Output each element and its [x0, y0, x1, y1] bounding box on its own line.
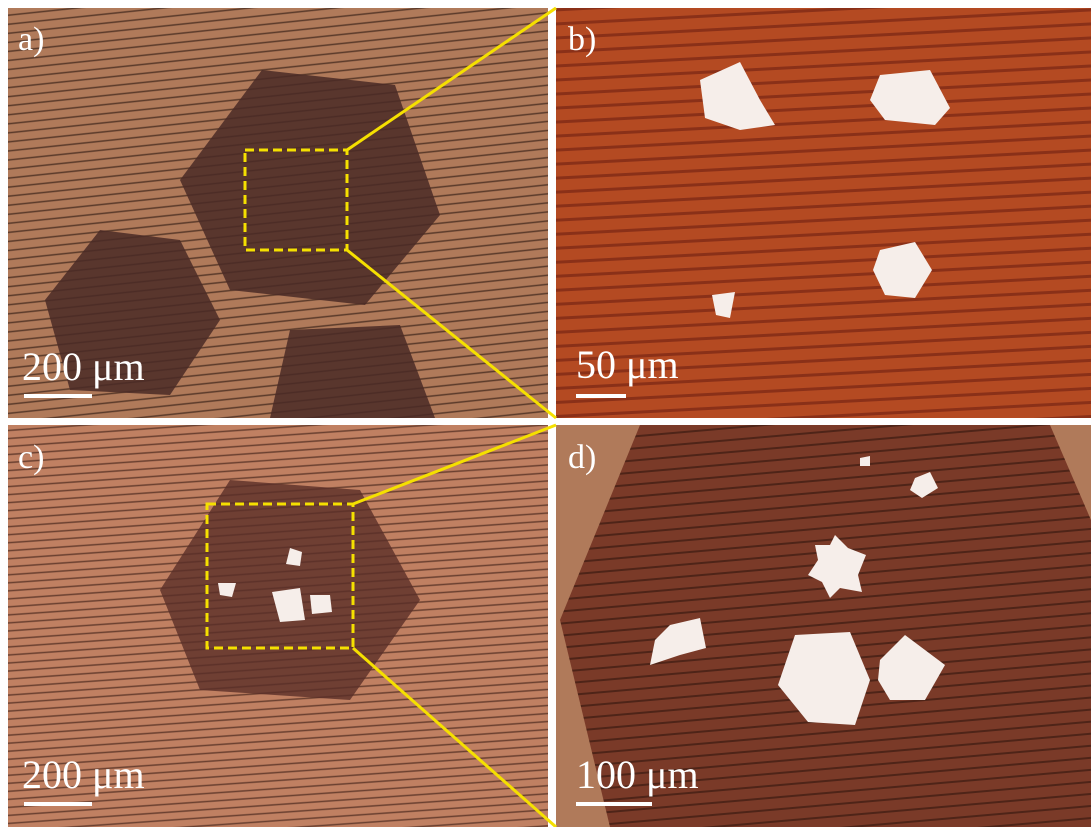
- scale-text: 50 μm: [576, 342, 679, 387]
- panel-d: d) 100 μm: [556, 425, 1091, 827]
- panel-label: b): [568, 21, 596, 58]
- panel-label: d): [568, 439, 596, 476]
- scale-text: 200 μm: [22, 344, 145, 389]
- flake: [310, 595, 332, 614]
- panel-label: a): [18, 21, 44, 58]
- panel-c: c) 200 μm: [8, 425, 548, 827]
- scale-text: 100 μm: [576, 752, 699, 797]
- panel-label: c): [18, 439, 44, 476]
- panel-b: b) 50 μm: [556, 8, 1091, 418]
- scale-text: 200 μm: [22, 752, 145, 797]
- figure: a) 200 μm b) 50 μm c) 200 μm d: [0, 0, 1091, 827]
